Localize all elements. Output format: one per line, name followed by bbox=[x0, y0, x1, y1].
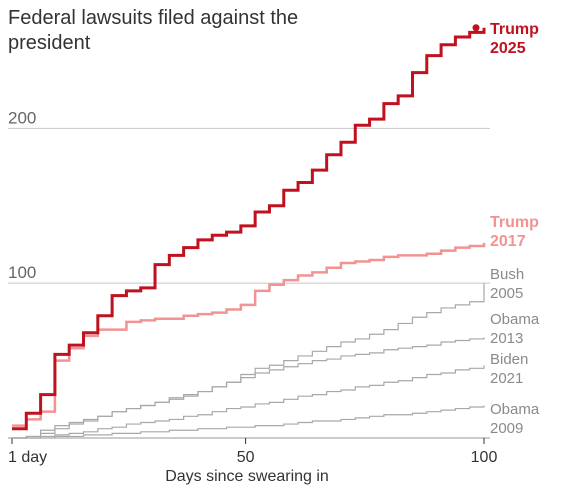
series-label: Biden 2021 bbox=[490, 351, 529, 388]
x-tick-label: 1 day bbox=[8, 449, 47, 466]
series-line bbox=[12, 405, 485, 439]
series-label: Obama 2009 bbox=[490, 401, 540, 438]
series-line bbox=[12, 365, 485, 439]
x-tick-label: 50 bbox=[237, 449, 255, 466]
series-line bbox=[12, 283, 485, 439]
x-tick-label: 100 bbox=[471, 449, 498, 466]
series-line bbox=[12, 242, 486, 427]
end-dot bbox=[472, 24, 480, 32]
series-label: Trump 2017 bbox=[490, 213, 539, 250]
x-axis-label: Days since swearing in bbox=[165, 468, 329, 485]
series-line bbox=[12, 27, 486, 431]
series-line bbox=[12, 337, 485, 439]
y-tick-label: 200 bbox=[8, 108, 36, 127]
series-label: Trump 2025 bbox=[490, 20, 539, 57]
series-label: Obama 2013 bbox=[490, 311, 540, 348]
chart-title: Federal lawsuits filed against the presi… bbox=[8, 7, 299, 54]
series-label: Bush 2005 bbox=[490, 266, 525, 303]
y-tick-label: 100 bbox=[8, 263, 36, 282]
